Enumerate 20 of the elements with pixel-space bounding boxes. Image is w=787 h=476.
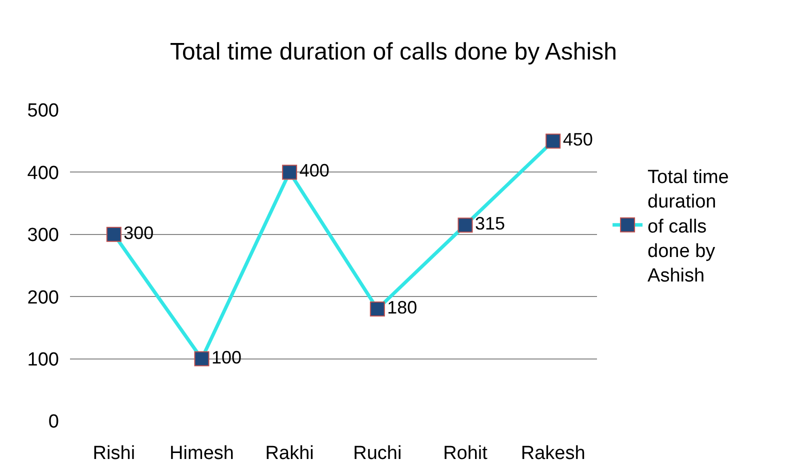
y-tick-label: 500: [27, 100, 59, 122]
data-label: 400: [299, 160, 330, 181]
chart-title: Total time duration of calls done by Ashish: [170, 38, 617, 66]
data-label: 100: [212, 347, 242, 368]
x-tick-label: Rishi: [92, 443, 136, 464]
x-tick-label: Rakesh: [520, 443, 586, 464]
x-tick-label: Ruchi: [353, 443, 402, 464]
data-label: 450: [562, 130, 593, 150]
x-tick-label: Rohit: [443, 443, 488, 464]
legend-label: Total time duration of calls done by Ashish: [648, 166, 729, 287]
x-tick-label: Rakhi: [265, 443, 314, 464]
y-tick-label: 200: [27, 287, 59, 308]
data-label: 300: [124, 222, 154, 243]
data-label: 315: [475, 214, 506, 234]
y-tick-label: 0: [48, 412, 59, 433]
y-tick-label: 100: [27, 349, 59, 370]
y-tick-label: 300: [27, 225, 59, 246]
data-label: 180: [387, 298, 418, 318]
x-tick-label: Himesh: [170, 443, 234, 464]
y-tick-label: 400: [27, 162, 59, 184]
